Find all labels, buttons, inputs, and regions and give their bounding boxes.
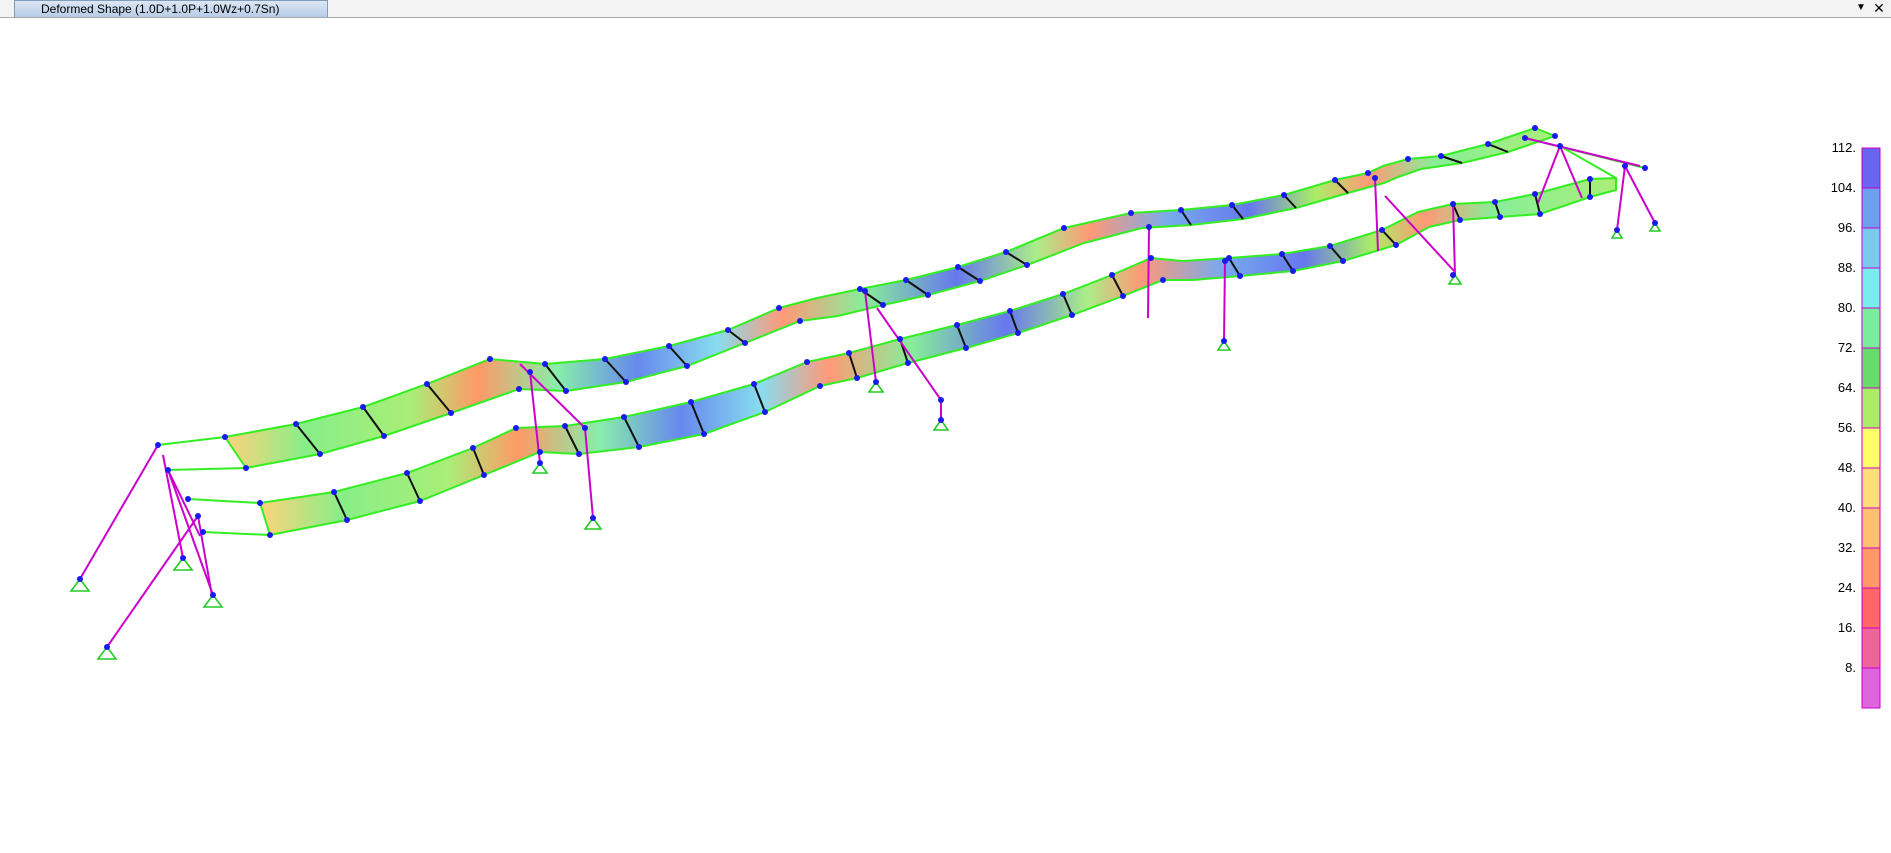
legend-label: 112. [1832, 140, 1856, 155]
legend-band [1861, 587, 1881, 629]
legend-band [1861, 547, 1881, 589]
model-viewport[interactable]: 112. 104. 96. 88. 80. 72. 64. 56. 48. 40. 32. 24. 16… [0, 18, 1891, 853]
legend-label: 40. [1838, 500, 1856, 515]
legend-label: 16. [1838, 620, 1856, 635]
legend-band [1861, 507, 1881, 549]
deformed-shape-canvas[interactable]: 112. 104. 96. 88. 80. 72. 64. 56. 48. 40. 32. 24. 16… [0, 18, 1891, 853]
legend-band [1861, 187, 1881, 229]
legend-label: 24. [1838, 580, 1856, 595]
slab-front-gridlines [333, 179, 1591, 521]
color-legend: 112. 104. 96. 88. 80. 72. 64. 56. 48. 40. 32. 24. 16… [1831, 140, 1881, 709]
columns-bracing [79, 137, 1656, 648]
legend-label: 64. [1838, 380, 1856, 395]
legend-band [1861, 467, 1881, 509]
slab-front [258, 176, 1617, 537]
slab-back-gridlines [295, 143, 1509, 455]
legend-band [1861, 227, 1881, 269]
legend-label: 56. [1838, 420, 1856, 435]
legend-band [1861, 307, 1881, 349]
supports [69, 221, 1662, 660]
legend-label: 104. [1831, 180, 1856, 195]
legend-label: 88. [1838, 260, 1856, 275]
close-icon[interactable]: ✕ [1873, 0, 1885, 16]
tab-bar: Deformed Shape (1.0D+1.0P+1.0Wz+0.7Sn) ▼… [0, 0, 1891, 18]
nodes [77, 125, 1658, 650]
tab-deformed-shape[interactable]: Deformed Shape (1.0D+1.0P+1.0Wz+0.7Sn) [14, 0, 328, 17]
legend-band [1861, 667, 1881, 709]
legend-label: 72. [1838, 340, 1856, 355]
chevron-down-icon[interactable]: ▼ [1856, 2, 1866, 13]
legend-band [1861, 387, 1881, 429]
legend-band [1861, 267, 1881, 309]
legend-band [1861, 347, 1881, 389]
legend-band [1861, 627, 1881, 669]
legend-label: 48. [1838, 460, 1856, 475]
legend-label: 96. [1838, 220, 1856, 235]
legend-label: 32. [1838, 540, 1856, 555]
legend-band [1861, 147, 1881, 189]
legend-label: 80. [1838, 300, 1856, 315]
legend-band [1861, 427, 1881, 469]
slab-back [223, 126, 1558, 470]
legend-label: 8. [1845, 660, 1856, 675]
